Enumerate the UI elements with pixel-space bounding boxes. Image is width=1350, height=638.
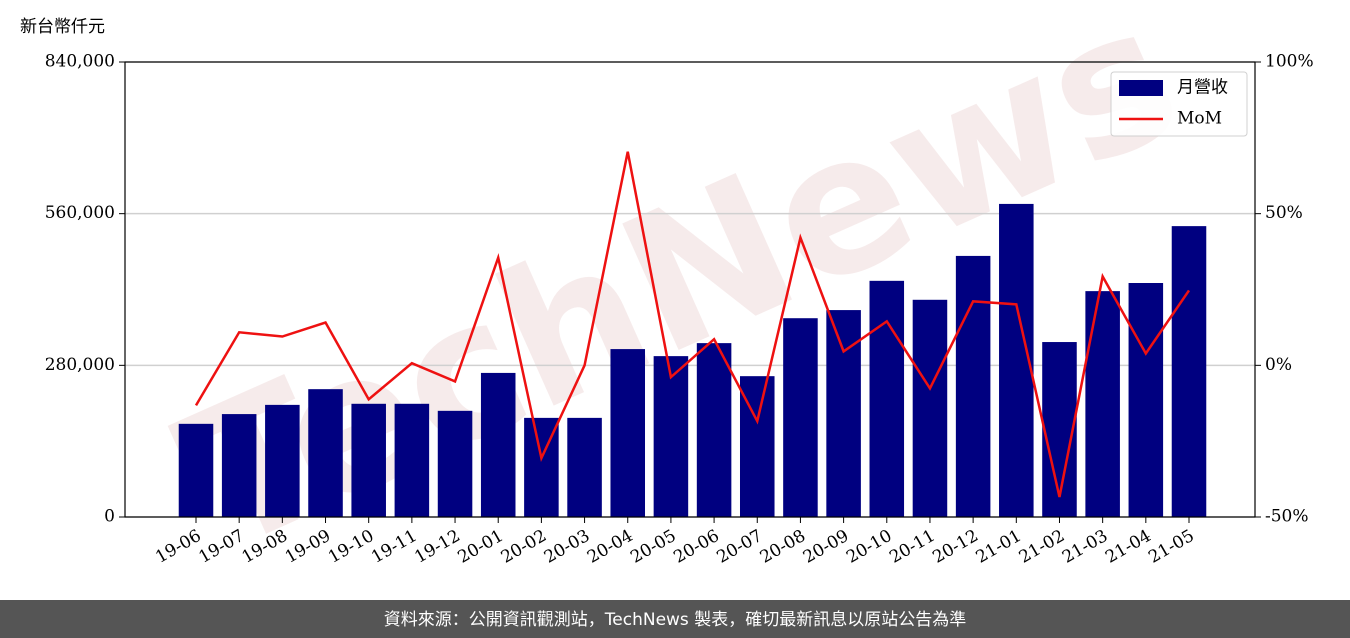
x-tick-label: 20-12 xyxy=(929,526,981,568)
x-tick-label: 20-08 xyxy=(757,526,809,568)
bar xyxy=(437,410,473,517)
bar xyxy=(610,349,646,517)
bar xyxy=(480,372,516,517)
x-tick-label: 19-12 xyxy=(411,526,463,568)
bar xyxy=(1042,342,1077,517)
bar xyxy=(653,356,689,517)
x-tick-label: 21-02 xyxy=(1016,526,1068,568)
footer: 資料來源：公開資訊觀測站，TechNews 製表，確切最新訊息以原站公告為準 xyxy=(384,610,966,630)
y-axis-label: 新台幣仟元 xyxy=(20,17,105,37)
bar xyxy=(351,403,386,517)
x-tick-label: 20-10 xyxy=(843,526,895,568)
bar xyxy=(221,414,257,517)
x-tick-label: 21-01 xyxy=(973,526,1025,568)
bar xyxy=(178,423,214,517)
plot-frame xyxy=(124,61,1256,518)
x-tick-label: 20-03 xyxy=(541,526,593,568)
x-tick-label: 20-07 xyxy=(714,526,766,568)
y2-tick-label: -50% xyxy=(1265,507,1309,527)
y-tick-label: 0 xyxy=(104,507,115,527)
line xyxy=(194,151,1191,498)
legend-label: MoM xyxy=(1177,109,1222,129)
bar xyxy=(1171,226,1207,517)
bar xyxy=(567,417,602,517)
y2-tick-label: 0% xyxy=(1265,355,1292,375)
y2-tick-label: 100% xyxy=(1265,52,1314,72)
x-tick-label: 20-02 xyxy=(498,526,550,568)
bar xyxy=(696,343,732,517)
x-tick-label: 21-05 xyxy=(1145,526,1197,568)
legend-label: 月營收 xyxy=(1177,78,1228,98)
bar xyxy=(265,404,300,517)
y-tick-label: 560,000 xyxy=(45,203,115,223)
x-tick-label: 20-11 xyxy=(886,526,938,568)
bar xyxy=(912,299,948,517)
x-tick-label: 20-04 xyxy=(584,526,636,568)
bar xyxy=(394,403,430,517)
bar xyxy=(1128,283,1164,517)
bar xyxy=(869,280,905,517)
x-tick-label: 20-05 xyxy=(627,526,679,568)
x-tick-label: 20-09 xyxy=(800,526,852,568)
footer-bar xyxy=(0,600,1350,638)
bar xyxy=(308,389,343,517)
y-tick-label: 280,000 xyxy=(45,355,115,375)
x-tick-label: 19-06 xyxy=(152,526,204,568)
x-tick-label: 21-03 xyxy=(1059,526,1111,568)
bar xyxy=(955,255,991,517)
x-tick-label: 20-06 xyxy=(670,526,722,568)
x-tick-label: 21-04 xyxy=(1102,526,1154,568)
bar xyxy=(826,310,861,517)
legend-swatch xyxy=(1119,80,1163,96)
y-tick-label: 840,000 xyxy=(45,52,115,72)
y2-tick-label: 50% xyxy=(1265,203,1303,223)
bar xyxy=(1085,291,1120,517)
bar xyxy=(783,318,818,517)
x-tick-label: 20-01 xyxy=(455,526,507,568)
